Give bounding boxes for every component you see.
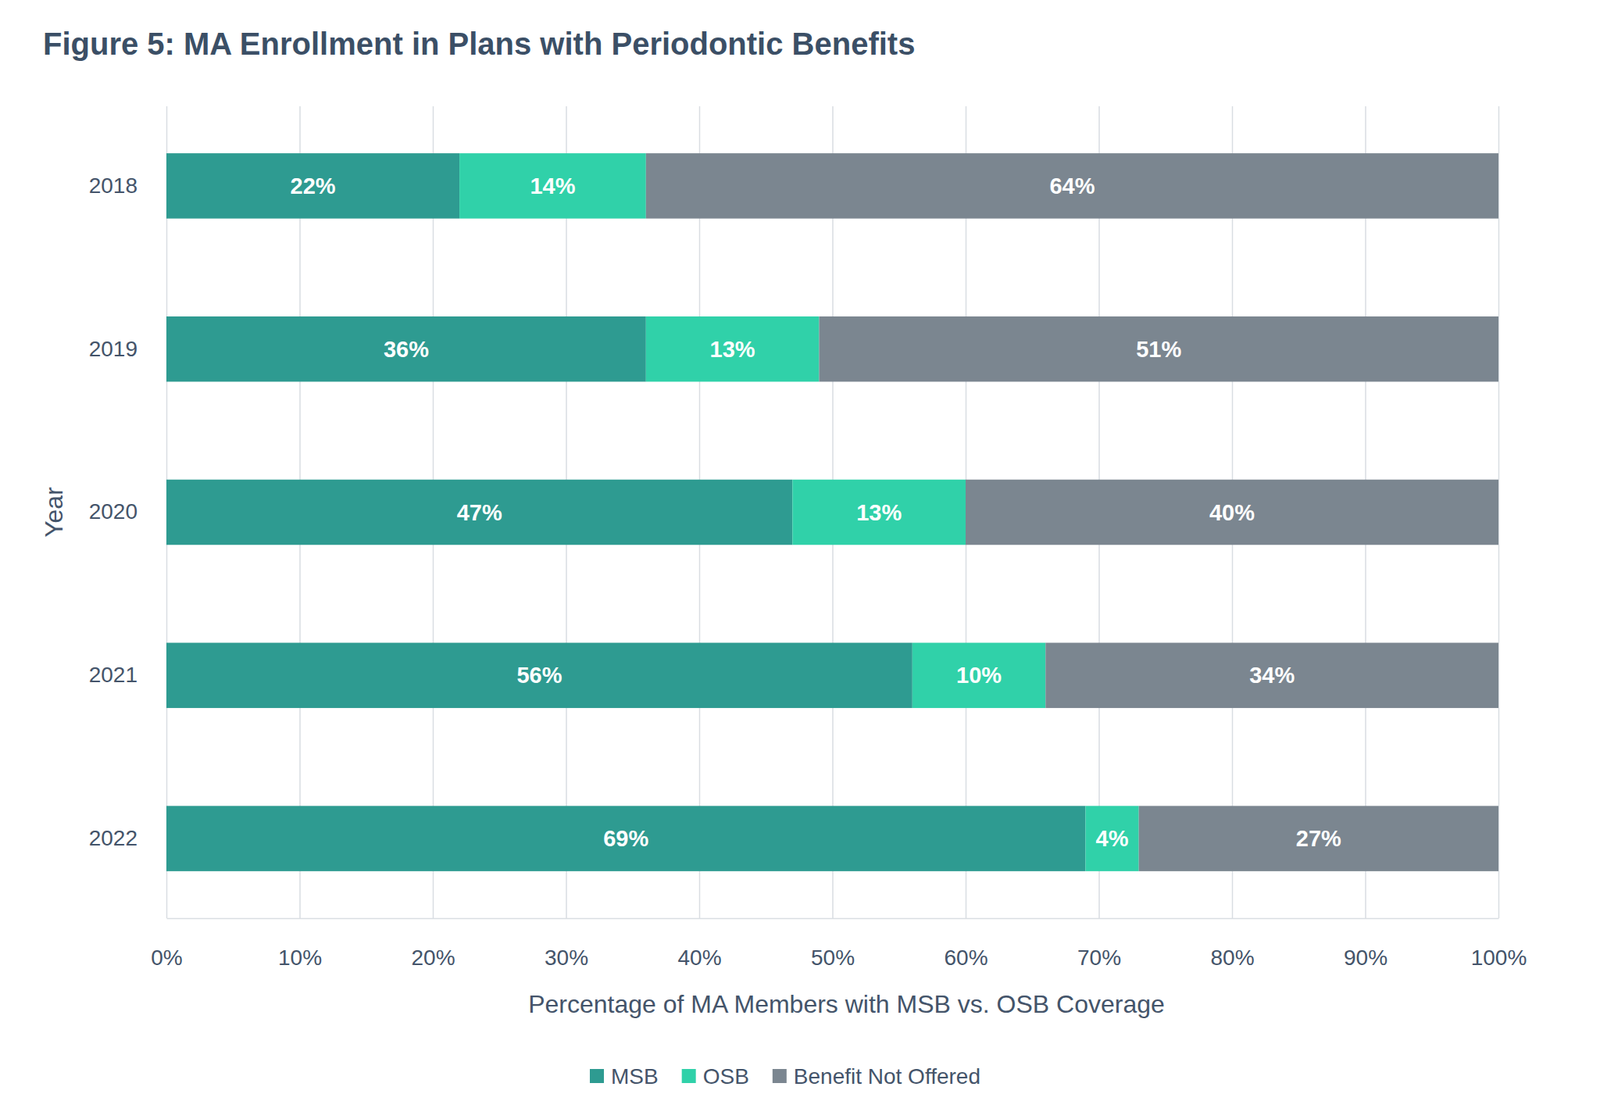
legend-item: MSB (589, 1064, 659, 1089)
legend: MSB OSB Benefit Not Offered (589, 1064, 981, 1089)
data-label: 40% (1209, 500, 1255, 525)
legend-label: OSB (703, 1064, 750, 1089)
y-tick-label: 2020 (89, 499, 138, 524)
x-tick-label: 40% (677, 945, 722, 970)
data-label: 13% (710, 336, 756, 362)
bar-segment (1045, 642, 1499, 709)
y-tick-label: 2021 (89, 662, 138, 687)
data-label: 13% (856, 500, 902, 525)
title: Figure 5: MA Enrollment in Plans with Pe… (42, 26, 915, 61)
data-label: 64% (1049, 173, 1095, 199)
legend-label: Benefit Not Offered (793, 1064, 981, 1089)
data-label: 22% (290, 173, 336, 199)
bar-segment (646, 316, 820, 383)
legend-label: MSB (610, 1064, 659, 1089)
y-tick: 2022 (89, 825, 138, 850)
bar-segment (166, 479, 793, 546)
bar-segment (166, 805, 1086, 872)
bar-segment (792, 479, 966, 546)
legend-item: Benefit Not Offered (772, 1064, 981, 1089)
y-tick: 2018 (89, 173, 138, 198)
bar-segment (818, 316, 1499, 383)
data-label: 34% (1249, 662, 1295, 688)
y-tick-label: 2022 (89, 825, 138, 850)
data-label: 51% (1135, 336, 1182, 362)
data-label: 69% (603, 825, 649, 851)
data-label: 10% (956, 662, 1002, 688)
x-tick-label: 60% (943, 945, 988, 970)
x-tick-label: 20% (410, 945, 455, 970)
data-label: 4% (1096, 825, 1129, 851)
x-tick-label: 70% (1077, 945, 1122, 970)
bar-segment (646, 153, 1499, 219)
bar-segment (965, 479, 1499, 546)
x-axis-title: Percentage of MA Members with MSB vs. OS… (528, 989, 1165, 1018)
y-axis-title: Year (39, 486, 68, 538)
x-tick-label: 30% (544, 945, 589, 970)
x-tick-label: 50% (810, 945, 855, 970)
bar-segment (166, 153, 460, 219)
x-tick-label: 90% (1343, 945, 1388, 970)
data-label: 56% (516, 662, 562, 688)
x-tick-label: 100% (1471, 945, 1528, 970)
legend-item: OSB (682, 1064, 750, 1089)
data-label: 47% (457, 500, 503, 525)
bar-segment (166, 642, 913, 709)
bars (166, 153, 1499, 872)
bar-segment (1085, 805, 1139, 872)
y-tick-label: 2019 (89, 336, 138, 361)
y-tick: 2020 (89, 499, 138, 524)
chart: Figure 5: MA Enrollment in Plans with Pe… (0, 0, 1600, 1119)
legend-swatch (772, 1068, 787, 1083)
x-axis: 0% 10% 20% 30% 40% 50% 60% 70% 80% 90% 100% (150, 106, 1527, 970)
y-tick: 2019 (89, 336, 138, 361)
y-tick: 2021 (89, 662, 138, 687)
data-label: 36% (383, 336, 429, 362)
x-tick-label: 0% (150, 945, 183, 970)
bar-segment (459, 153, 647, 219)
legend-swatch (589, 1068, 604, 1083)
series-0 (166, 153, 1086, 872)
data-labels: 22% 36% 47% 56% 69% 14% 13% 13% 10% 4% 64% 51% 40% 34… (290, 173, 1343, 851)
bar-segment (912, 642, 1047, 709)
x-tick-label: 80% (1210, 945, 1254, 970)
legend-swatch (682, 1068, 697, 1083)
y-tick-label: 2018 (89, 173, 138, 198)
bar-segment (166, 316, 647, 383)
x-tick-label: 10% (278, 945, 322, 970)
bar-segment (1139, 805, 1499, 872)
data-label: 27% (1296, 825, 1342, 851)
series-2 (646, 153, 1499, 872)
data-label: 14% (529, 173, 575, 199)
y-axis: 2018 2019 2020 2021 2022 (89, 173, 138, 850)
